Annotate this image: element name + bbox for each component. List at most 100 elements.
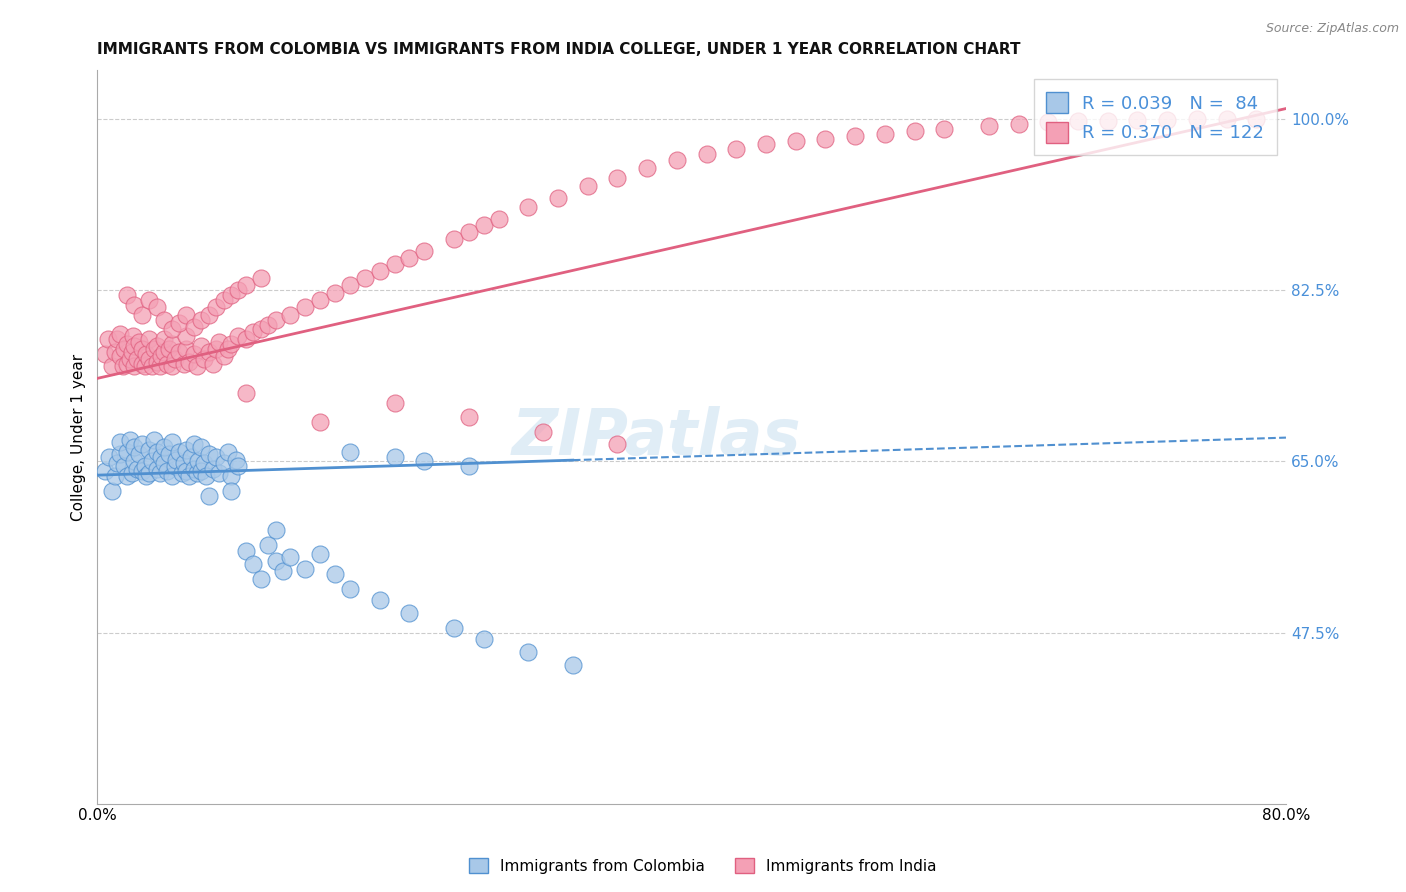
Text: IMMIGRANTS FROM COLOMBIA VS IMMIGRANTS FROM INDIA COLLEGE, UNDER 1 YEAR CORRELAT: IMMIGRANTS FROM COLOMBIA VS IMMIGRANTS F… — [97, 42, 1021, 57]
Point — [131, 357, 153, 371]
Point — [160, 337, 183, 351]
Point — [160, 322, 183, 336]
Point — [146, 444, 169, 458]
Legend: R = 0.039   N =  84, R = 0.370   N = 122: R = 0.039 N = 84, R = 0.370 N = 122 — [1033, 79, 1277, 155]
Point — [280, 308, 302, 322]
Point — [219, 337, 242, 351]
Point — [977, 119, 1000, 133]
Point — [176, 342, 198, 356]
Point — [398, 606, 420, 620]
Point — [146, 355, 169, 369]
Point — [903, 124, 925, 138]
Point — [235, 278, 257, 293]
Point — [128, 335, 150, 350]
Point — [725, 142, 748, 156]
Point — [108, 349, 131, 363]
Y-axis label: College, Under 1 year: College, Under 1 year — [72, 353, 86, 521]
Point — [165, 452, 187, 467]
Point — [183, 462, 205, 476]
Point — [472, 218, 495, 232]
Point — [186, 466, 208, 480]
Point — [339, 444, 361, 458]
Point — [457, 410, 479, 425]
Point — [122, 329, 145, 343]
Point — [121, 466, 143, 480]
Point — [368, 593, 391, 607]
Point — [1215, 112, 1237, 127]
Point — [108, 447, 131, 461]
Point — [104, 345, 127, 359]
Text: ZIPatlas: ZIPatlas — [512, 406, 801, 468]
Point — [309, 547, 332, 561]
Legend: Immigrants from Colombia, Immigrants from India: Immigrants from Colombia, Immigrants fro… — [464, 852, 942, 880]
Point — [1038, 115, 1060, 129]
Point — [176, 308, 198, 322]
Point — [219, 288, 242, 302]
Point — [153, 457, 176, 471]
Point — [202, 357, 225, 371]
Point — [309, 293, 332, 308]
Point — [271, 564, 294, 578]
Point — [149, 466, 172, 480]
Point — [1244, 112, 1267, 127]
Point — [249, 322, 271, 336]
Point — [176, 329, 198, 343]
Point — [101, 483, 124, 498]
Point — [187, 454, 209, 468]
Point — [755, 136, 778, 151]
Point — [193, 351, 215, 366]
Point — [176, 464, 198, 478]
Point — [156, 464, 179, 478]
Point — [118, 433, 141, 447]
Point — [197, 447, 219, 461]
Point — [208, 466, 231, 480]
Point — [160, 469, 183, 483]
Point — [194, 469, 217, 483]
Point — [134, 459, 156, 474]
Point — [219, 483, 242, 498]
Point — [183, 437, 205, 451]
Point — [170, 466, 193, 480]
Point — [131, 464, 153, 478]
Point — [294, 562, 316, 576]
Point — [219, 469, 242, 483]
Point — [167, 316, 190, 330]
Point — [228, 459, 250, 474]
Point — [197, 489, 219, 503]
Point — [193, 457, 215, 471]
Point — [205, 342, 228, 356]
Point — [225, 452, 247, 467]
Point — [368, 264, 391, 278]
Point — [457, 225, 479, 239]
Point — [212, 349, 235, 363]
Point — [785, 134, 807, 148]
Point — [186, 359, 208, 373]
Point — [665, 153, 688, 168]
Point — [242, 557, 264, 571]
Point — [105, 332, 128, 346]
Point — [695, 146, 717, 161]
Point — [339, 278, 361, 293]
Point — [1156, 113, 1178, 128]
Point — [531, 425, 554, 439]
Point — [156, 357, 179, 371]
Point — [146, 339, 169, 353]
Point — [179, 355, 201, 369]
Point — [1007, 117, 1029, 131]
Point — [235, 544, 257, 558]
Point — [135, 347, 157, 361]
Point — [127, 351, 149, 366]
Point — [124, 454, 146, 468]
Point — [413, 244, 436, 259]
Point — [217, 342, 239, 356]
Point — [606, 437, 628, 451]
Point — [167, 345, 190, 359]
Point — [115, 469, 138, 483]
Point — [1067, 114, 1090, 128]
Point — [112, 342, 135, 356]
Point — [190, 312, 212, 326]
Point — [153, 312, 176, 326]
Point — [384, 396, 406, 410]
Point — [249, 572, 271, 586]
Point — [235, 332, 257, 346]
